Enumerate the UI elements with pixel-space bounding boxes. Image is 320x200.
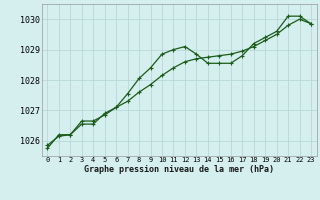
X-axis label: Graphe pression niveau de la mer (hPa): Graphe pression niveau de la mer (hPa) xyxy=(84,165,274,174)
